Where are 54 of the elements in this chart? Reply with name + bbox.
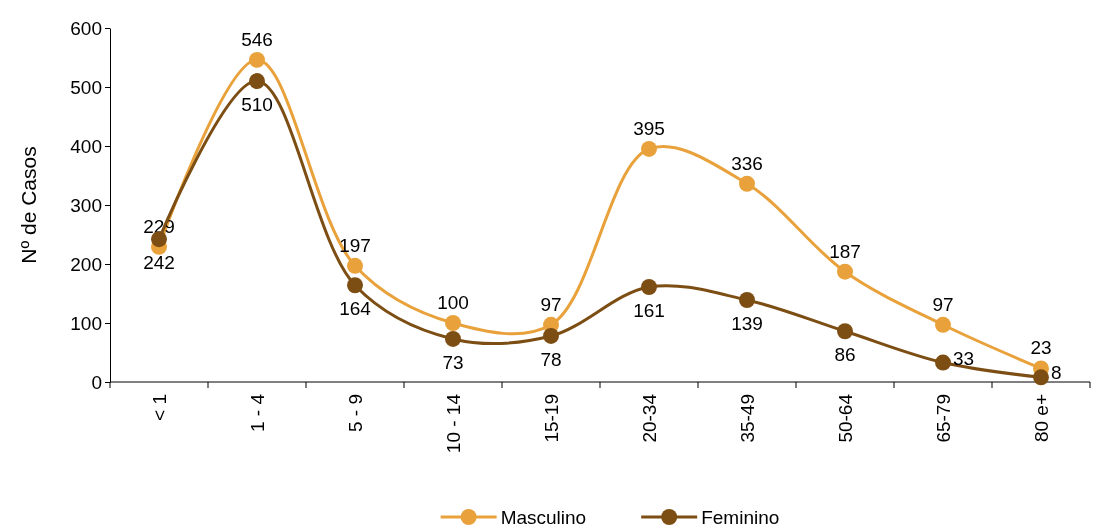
point xyxy=(739,175,755,192)
x-tick-label: < 1 xyxy=(149,394,170,421)
point xyxy=(445,330,461,347)
data-label: 97 xyxy=(540,293,562,315)
y-tick-label: 500 xyxy=(70,76,102,98)
legend-label: Feminino xyxy=(701,507,780,528)
data-label: 395 xyxy=(633,117,665,139)
point xyxy=(739,292,755,308)
data-label: 8 xyxy=(1051,362,1062,384)
point xyxy=(347,257,363,274)
data-label: 187 xyxy=(829,240,861,262)
data-label: 242 xyxy=(143,252,175,274)
data-label: 97 xyxy=(932,293,954,315)
point xyxy=(347,277,363,294)
y-axis-title: Nº de Casos xyxy=(17,146,40,264)
point xyxy=(837,263,853,280)
point xyxy=(935,354,951,371)
y-tick-label: 0 xyxy=(91,371,102,393)
y-tick-label: 200 xyxy=(70,253,102,275)
point xyxy=(445,315,461,331)
data-label: 510 xyxy=(241,94,273,116)
point xyxy=(1033,369,1049,386)
x-tick-label: 5 - 9 xyxy=(345,394,366,433)
y-tick-label: 300 xyxy=(70,194,102,216)
data-label: 86 xyxy=(834,344,856,366)
y-tick-label: 600 xyxy=(70,17,102,39)
data-label: 33 xyxy=(953,347,975,369)
x-tick-label: 65-79 xyxy=(933,394,954,443)
x-tick-label: 15-19 xyxy=(541,394,562,443)
data-label: 78 xyxy=(540,348,562,370)
point xyxy=(249,51,265,68)
point xyxy=(543,328,559,344)
x-tick-label: 1 - 4 xyxy=(247,393,268,433)
y-tick-label: 100 xyxy=(70,312,102,334)
point xyxy=(935,316,951,333)
data-label: 546 xyxy=(241,28,273,50)
point xyxy=(249,73,265,90)
point xyxy=(837,323,853,340)
data-label: 73 xyxy=(442,351,464,373)
x-tick-label: 50-64 xyxy=(835,393,856,443)
x-tick-label: 35-49 xyxy=(737,394,758,443)
data-label: 161 xyxy=(633,300,665,322)
point xyxy=(641,140,657,157)
data-label: 336 xyxy=(731,152,763,174)
y-tick-label: 400 xyxy=(70,135,102,157)
data-label: 164 xyxy=(339,298,372,320)
legend-label: Masculino xyxy=(500,507,587,528)
x-tick-label: 20-34 xyxy=(639,393,660,443)
x-tick-label: 10 - 14 xyxy=(443,393,464,454)
data-label: 100 xyxy=(437,292,469,313)
point xyxy=(641,279,657,295)
data-label: 23 xyxy=(1030,337,1052,359)
data-label: 139 xyxy=(731,312,763,334)
x-tick-label: 80 e+ xyxy=(1031,394,1052,443)
